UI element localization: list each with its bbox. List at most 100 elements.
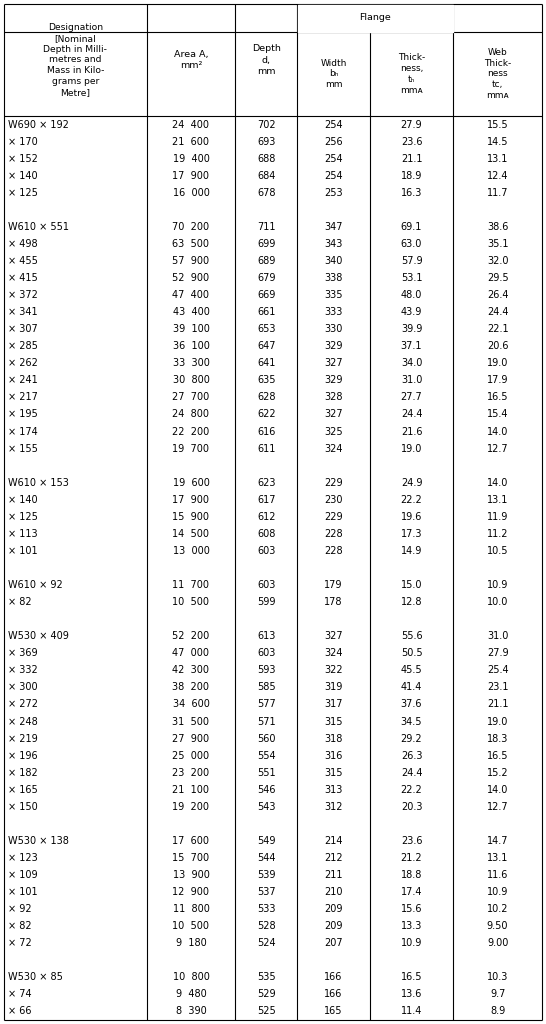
Text: 24.4: 24.4	[401, 410, 422, 420]
Text: 11  800: 11 800	[173, 904, 210, 914]
Text: 254: 254	[324, 120, 343, 129]
Text: 647: 647	[257, 341, 276, 351]
Text: × 455: × 455	[8, 256, 38, 266]
Text: 229: 229	[324, 512, 343, 522]
Text: 17  900: 17 900	[173, 495, 210, 505]
Text: 702: 702	[257, 120, 276, 129]
Text: 599: 599	[257, 597, 276, 607]
Text: 23.6: 23.6	[401, 836, 422, 846]
Text: 21.1: 21.1	[487, 699, 508, 710]
Text: 623: 623	[257, 478, 276, 487]
Text: 19.6: 19.6	[401, 512, 422, 522]
Text: 18.9: 18.9	[401, 171, 422, 180]
Text: 52  900: 52 900	[173, 273, 210, 283]
Text: 543: 543	[257, 802, 276, 812]
Text: × 195: × 195	[8, 410, 38, 420]
Text: 12.4: 12.4	[487, 171, 508, 180]
Text: 211: 211	[324, 870, 343, 880]
Text: 10.3: 10.3	[487, 973, 508, 982]
Text: 15.6: 15.6	[401, 904, 422, 914]
Text: 63  500: 63 500	[173, 239, 210, 249]
Text: 15.4: 15.4	[487, 410, 508, 420]
Text: × 498: × 498	[8, 239, 38, 249]
Text: 327: 327	[324, 410, 343, 420]
Text: × 150: × 150	[8, 802, 38, 812]
Text: 9  180: 9 180	[176, 938, 206, 948]
Text: 25.4: 25.4	[487, 666, 508, 676]
Text: 315: 315	[324, 717, 343, 726]
Text: 330: 330	[324, 325, 343, 334]
Text: 29.2: 29.2	[401, 733, 423, 743]
Text: 10.2: 10.2	[487, 904, 508, 914]
Text: 228: 228	[324, 546, 343, 556]
Text: 20.6: 20.6	[487, 341, 508, 351]
Text: 52  200: 52 200	[173, 631, 210, 641]
Text: 19  700: 19 700	[173, 443, 210, 454]
Text: 529: 529	[257, 989, 276, 999]
Text: 628: 628	[257, 392, 276, 402]
Text: × 125: × 125	[8, 512, 38, 522]
Text: 608: 608	[257, 528, 276, 539]
Text: × 196: × 196	[8, 751, 38, 761]
Text: 678: 678	[257, 187, 276, 198]
Text: 166: 166	[324, 989, 343, 999]
Text: × 123: × 123	[8, 853, 38, 863]
Text: 11  700: 11 700	[173, 580, 210, 590]
Text: 10.9: 10.9	[487, 580, 508, 590]
Text: 8  390: 8 390	[176, 1007, 206, 1017]
Text: 693: 693	[257, 136, 276, 146]
Text: × 125: × 125	[8, 187, 38, 198]
Text: × 174: × 174	[8, 427, 38, 436]
Text: 9  480: 9 480	[176, 989, 206, 999]
Text: 14.0: 14.0	[487, 427, 508, 436]
Text: 611: 611	[257, 443, 276, 454]
Text: 13.6: 13.6	[401, 989, 422, 999]
Text: 9.50: 9.50	[487, 922, 508, 931]
Text: 212: 212	[324, 853, 343, 863]
Text: Depth
d,
mm: Depth d, mm	[252, 44, 281, 76]
Text: 34.0: 34.0	[401, 358, 422, 369]
Text: 12  900: 12 900	[173, 887, 210, 897]
Text: 24.9: 24.9	[401, 478, 422, 487]
Text: 19.0: 19.0	[401, 443, 422, 454]
Text: 27  900: 27 900	[173, 733, 210, 743]
Text: 549: 549	[257, 836, 276, 846]
Text: 14.0: 14.0	[487, 478, 508, 487]
Text: 15  900: 15 900	[173, 512, 210, 522]
Text: 38.6: 38.6	[487, 222, 508, 231]
Text: 26.4: 26.4	[487, 290, 508, 300]
Text: 551: 551	[257, 768, 276, 777]
Text: 34.5: 34.5	[401, 717, 422, 726]
Text: 63.0: 63.0	[401, 239, 422, 249]
Text: × 74: × 74	[8, 989, 32, 999]
Text: 22.1: 22.1	[487, 325, 508, 334]
Text: 9.7: 9.7	[490, 989, 505, 999]
Text: 20.3: 20.3	[401, 802, 422, 812]
Text: × 92: × 92	[8, 904, 32, 914]
Text: 612: 612	[257, 512, 276, 522]
Text: 14.9: 14.9	[401, 546, 422, 556]
Text: 325: 325	[324, 427, 343, 436]
Text: 653: 653	[257, 325, 276, 334]
Text: 165: 165	[324, 1007, 343, 1017]
Text: 315: 315	[324, 768, 343, 777]
Text: 15.0: 15.0	[401, 580, 422, 590]
Text: 179: 179	[324, 580, 343, 590]
Text: 679: 679	[257, 273, 276, 283]
Text: W610 × 92: W610 × 92	[8, 580, 63, 590]
Text: 53.1: 53.1	[401, 273, 422, 283]
Text: 57  900: 57 900	[173, 256, 210, 266]
Text: 17  600: 17 600	[173, 836, 210, 846]
Text: 23  200: 23 200	[173, 768, 210, 777]
Text: 214: 214	[324, 836, 343, 846]
Text: 343: 343	[324, 239, 343, 249]
Text: × 140: × 140	[8, 171, 38, 180]
Text: 33  300: 33 300	[173, 358, 210, 369]
Text: 45.5: 45.5	[401, 666, 423, 676]
Text: 641: 641	[257, 358, 276, 369]
Text: 16.5: 16.5	[401, 973, 422, 982]
Text: 10.9: 10.9	[487, 887, 508, 897]
Text: 577: 577	[257, 699, 276, 710]
Text: 22  200: 22 200	[173, 427, 210, 436]
Text: × 217: × 217	[8, 392, 38, 402]
